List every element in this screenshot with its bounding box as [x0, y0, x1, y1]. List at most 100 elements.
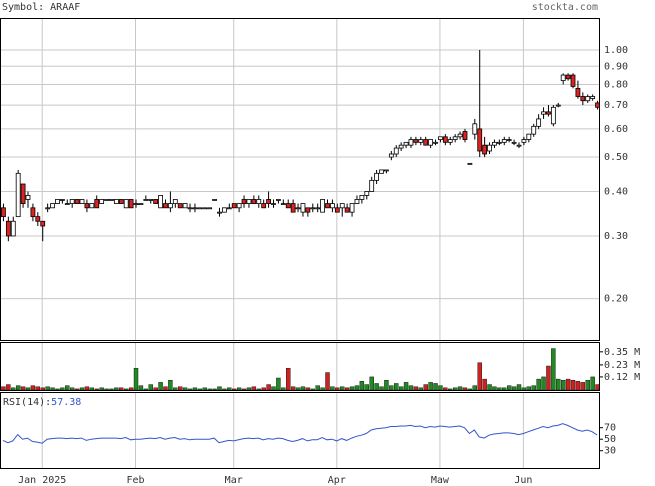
- volume-bar: [128, 387, 134, 391]
- volume-bar: [89, 387, 95, 391]
- volume-bar: [74, 388, 80, 391]
- volume-bar: [330, 386, 335, 391]
- candle-body: [45, 207, 51, 210]
- candle-body: [104, 199, 109, 201]
- volume-bar: [197, 388, 203, 391]
- candle-body: [192, 207, 198, 210]
- volume-bar: [551, 348, 556, 391]
- x-tick-label: Jan 2025: [18, 475, 66, 486]
- volume-bar: [281, 387, 286, 391]
- candle-body: [546, 111, 551, 115]
- x-tick-label: Feb: [126, 475, 144, 486]
- candle-body: [187, 207, 193, 210]
- volume-bar: [374, 383, 379, 391]
- candle-body: [325, 203, 330, 209]
- candle-body: [506, 139, 512, 141]
- candle-body: [467, 162, 473, 165]
- volume-bar: [236, 387, 242, 391]
- y-tick-label: 30: [604, 446, 616, 457]
- volume-bar: [398, 386, 404, 391]
- candle-body: [280, 203, 286, 205]
- candle-body: [526, 133, 532, 140]
- volume-bar: [104, 388, 109, 391]
- candle-body: [64, 203, 70, 205]
- candle-body: [290, 203, 296, 213]
- volume-bar: [15, 385, 21, 391]
- rsi-line: [2, 423, 598, 444]
- candle-body: [217, 211, 222, 214]
- y-tick-label: 0.60: [604, 124, 628, 135]
- candle-body: [202, 207, 208, 210]
- candle-body: [79, 199, 85, 204]
- candle-body: [408, 139, 414, 146]
- volume-bar: [276, 377, 281, 391]
- candle-body: [438, 136, 443, 140]
- source: stockta.com: [532, 2, 598, 13]
- candle-body: [580, 96, 586, 102]
- candle-body: [501, 139, 507, 143]
- candle-body: [315, 207, 321, 210]
- candle-body: [452, 136, 458, 140]
- y-tick-label: 1.00: [604, 45, 628, 56]
- volume-bar: [30, 385, 36, 391]
- candle-body: [570, 74, 576, 87]
- volume-bar: [217, 386, 222, 391]
- volume-bar: [590, 376, 595, 391]
- y-tick-label: 0.40: [604, 187, 628, 198]
- candle-body: [35, 216, 41, 222]
- volume-bar: [1, 386, 6, 391]
- candle-body: [251, 199, 257, 204]
- candle-body: [428, 139, 434, 146]
- volume-bar: [452, 387, 458, 391]
- candle-body: [226, 207, 232, 210]
- volume-bar: [585, 379, 590, 391]
- y-tick-label: 0.70: [604, 100, 628, 111]
- y-tick-label: 0.50: [604, 152, 628, 163]
- candle-body: [246, 199, 252, 204]
- candle-body: [354, 199, 360, 204]
- volume-bar: [202, 387, 207, 391]
- candle-body: [531, 125, 537, 135]
- volume-bar: [168, 379, 173, 391]
- volume-bar: [354, 385, 360, 391]
- x-tick-label: Mar: [225, 475, 243, 486]
- candle-body: [167, 203, 173, 209]
- volume-bar: [271, 386, 276, 391]
- candle-body: [369, 179, 375, 192]
- candle-body: [109, 199, 114, 201]
- volume-bar: [300, 386, 306, 391]
- volume-bar: [178, 386, 183, 391]
- candle-body: [99, 199, 105, 204]
- volume-bar: [286, 367, 291, 391]
- x-tick-label: Apr: [328, 475, 346, 486]
- candle-body: [128, 199, 134, 209]
- volume-bar: [369, 376, 374, 391]
- rsi-label: RSI(14):: [3, 397, 51, 408]
- volume-bar: [45, 386, 50, 391]
- candle-body: [1, 207, 6, 218]
- y-tick-label: 0.12 M: [604, 372, 640, 383]
- volume-bar: [477, 362, 482, 391]
- candle-body: [295, 207, 301, 210]
- volume-bar: [232, 388, 237, 391]
- candle-body: [487, 144, 492, 152]
- volume-bar: [320, 387, 325, 391]
- candle-body: [212, 199, 217, 201]
- candle-body: [590, 96, 596, 99]
- candle-body: [413, 139, 419, 143]
- candle-body: [447, 139, 453, 143]
- candle-body: [197, 207, 203, 210]
- volume-bar: [408, 385, 414, 391]
- y-tick-label: 0.80: [604, 79, 628, 90]
- volume-bar: [423, 384, 428, 391]
- candle-body: [330, 203, 335, 209]
- candle-body: [379, 169, 384, 174]
- volume-bar: [241, 388, 247, 391]
- volume-bar: [207, 388, 212, 391]
- volume-bar: [492, 386, 497, 391]
- candle-body: [550, 106, 556, 125]
- volume-bar: [487, 384, 492, 391]
- candle-body: [207, 207, 213, 210]
- volume-bar: [560, 379, 566, 391]
- volume-bar: [448, 388, 453, 391]
